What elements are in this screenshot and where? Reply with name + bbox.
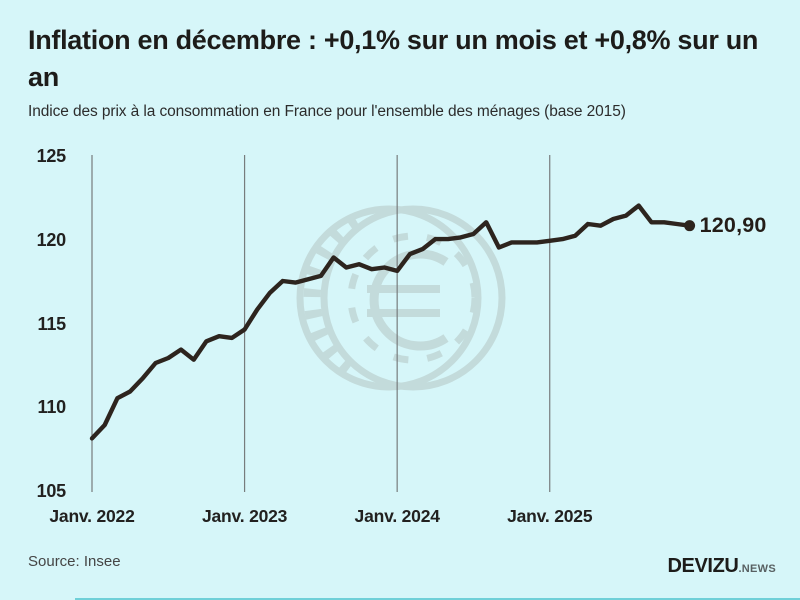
subtitle: Indice des prix à la consommation en Fra… [28, 103, 626, 120]
cpi-series-line [89, 203, 692, 441]
x-axis-tick-label: Janv. 2025 [507, 506, 593, 526]
last-value-label: 120,90 [699, 212, 767, 237]
y-axis-tick-label: 125 [36, 146, 67, 167]
y-axis-tick-label: 120 [36, 229, 67, 250]
x-axis-tick-label: Janv. 2024 [354, 506, 440, 526]
y-axis-tick-label: 115 [37, 313, 67, 334]
euro-coin-watermark-icon [296, 205, 506, 391]
brand-suffix: .NEWS [738, 563, 776, 575]
x-axis-tick-label: Janv. 2023 [201, 506, 288, 526]
year-gridlines [91, 155, 551, 492]
footer-accent-bar [75, 598, 800, 600]
headline: Inflation en décembre : +0,1% sur un moi… [28, 25, 759, 92]
y-axis-tick-label: 105 [36, 481, 67, 502]
last-point-marker [684, 220, 696, 232]
brand-logo: DEVIZU .NEWS [667, 555, 776, 578]
brand-name: DEVIZU [667, 555, 739, 577]
x-axis-tick-label: Janv. 2022 [49, 506, 135, 526]
y-axis-tick-label: 110 [37, 397, 67, 418]
source-note: Source: Insee [28, 553, 121, 570]
